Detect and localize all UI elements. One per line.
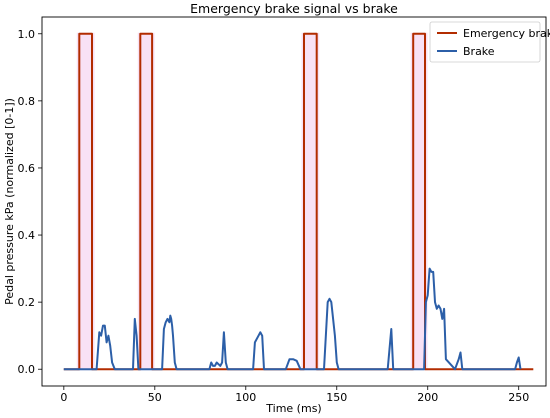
x-tick-label: 150 xyxy=(326,391,347,404)
highlight-region xyxy=(137,32,155,371)
y-tick-label: 0.0 xyxy=(18,363,36,376)
plot-frame xyxy=(41,16,547,387)
series-layer xyxy=(63,32,534,371)
highlight-region xyxy=(76,32,95,371)
y-tick-label: 0.6 xyxy=(18,162,36,175)
axis-ticks: 0 50 100 150 200 250 0.0 0.2 0.4 0.6 0.8 1.0 xyxy=(18,28,530,404)
highlight-region xyxy=(301,32,320,371)
legend-label-brake: Brake xyxy=(463,45,495,58)
series-line-brake xyxy=(63,267,522,371)
x-tick-label: 250 xyxy=(508,391,529,404)
legend-box xyxy=(429,21,541,63)
x-tick-label: 100 xyxy=(235,391,256,404)
y-tick-label: 0.4 xyxy=(18,229,36,242)
legend: Emergency brake Brake xyxy=(429,21,550,63)
x-tick-label: 200 xyxy=(417,391,438,404)
y-tick-label: 0.2 xyxy=(18,296,36,309)
legend-label-emergency-brake: Emergency brake xyxy=(463,27,550,40)
chart-title: Emergency brake signal vs brake xyxy=(190,1,398,16)
y-axis-label: Pedal pressure kPa (normalized [0-1]) xyxy=(3,98,16,305)
highlight-region xyxy=(410,32,428,371)
highlight-regions xyxy=(76,32,428,371)
y-tick-label: 1.0 xyxy=(18,28,36,41)
x-tick-label: 50 xyxy=(148,391,162,404)
y-tick-label: 0.8 xyxy=(18,95,36,108)
x-axis-label: Time (ms) xyxy=(265,402,321,415)
x-tick-label: 0 xyxy=(60,391,67,404)
